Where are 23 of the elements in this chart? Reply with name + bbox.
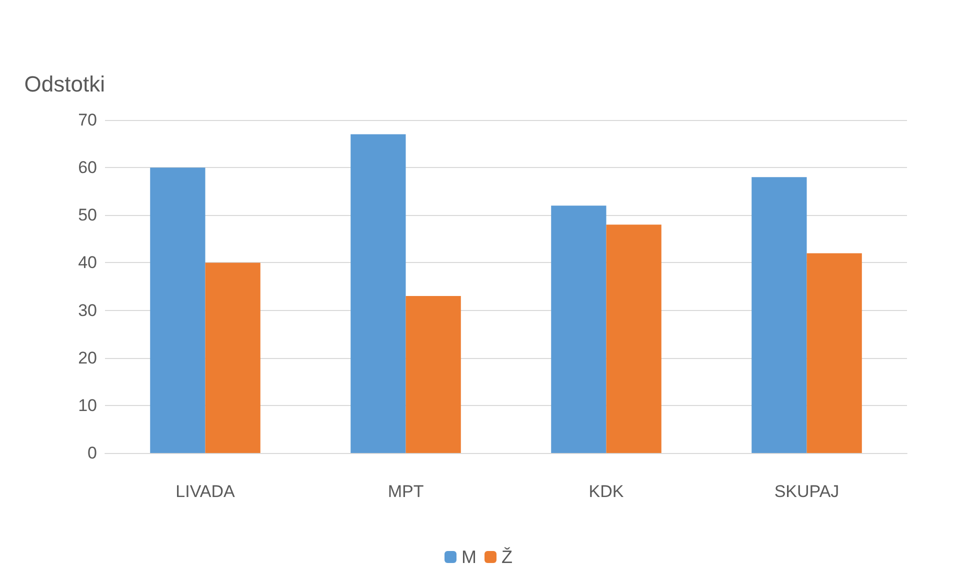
y-tick-label: 60 xyxy=(78,158,97,178)
bar xyxy=(150,168,206,453)
y-tick-label: 20 xyxy=(78,348,97,368)
y-tick-label: 0 xyxy=(88,444,97,462)
bar xyxy=(551,206,606,453)
y-tick-label: 70 xyxy=(78,110,97,130)
y-tick-label: 50 xyxy=(78,206,97,225)
y-tick-label: 30 xyxy=(78,300,97,320)
bar xyxy=(350,134,406,453)
y-axis-title: Odstotki xyxy=(24,72,105,96)
bar xyxy=(406,296,461,453)
bar xyxy=(752,177,807,453)
bar xyxy=(205,262,260,453)
legend-label: Ž xyxy=(502,547,512,567)
x-tick-label: KDK xyxy=(588,482,624,501)
x-tick-label: LIVADA xyxy=(176,482,236,501)
bar xyxy=(806,253,862,453)
x-tick-label: MPT xyxy=(388,482,424,501)
y-tick-label: 10 xyxy=(78,396,97,415)
x-tick-label: SKUPAJ xyxy=(774,482,840,501)
y-tick-label: 40 xyxy=(78,253,97,272)
legend-label: M xyxy=(462,547,477,567)
bar xyxy=(606,224,662,453)
